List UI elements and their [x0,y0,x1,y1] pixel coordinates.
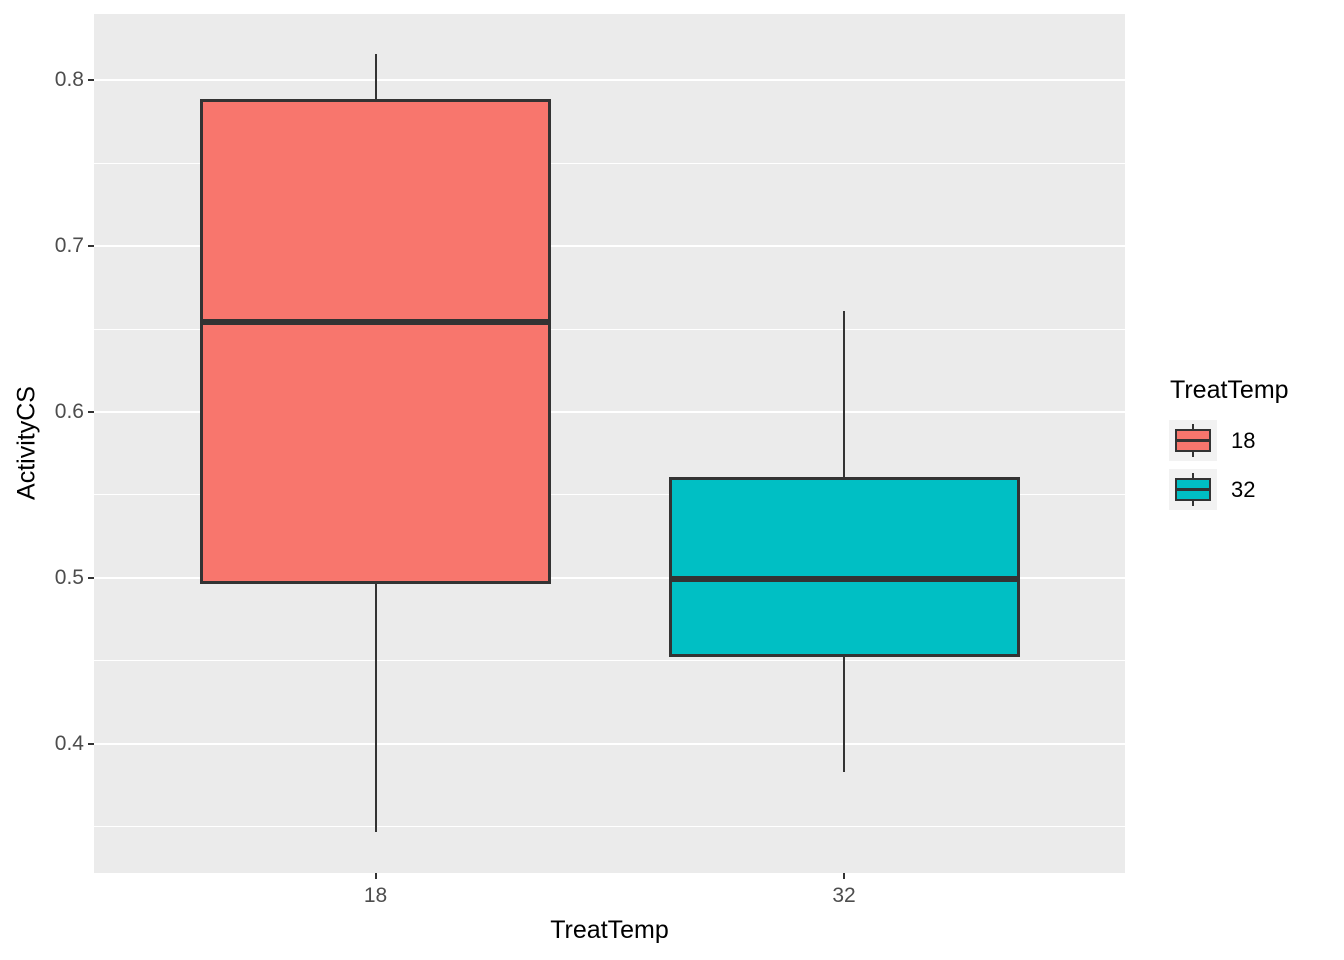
median-line-18 [200,319,551,326]
x-tick-mark [374,873,377,879]
y-tick-label: 0.7 [54,234,84,258]
legend-key-boxplot-icon [1169,469,1217,510]
legend-key-boxplot-icon [1169,420,1217,461]
legend-label: 18 [1231,428,1256,453]
gridline-minor [94,826,1125,828]
gridline-major [94,576,1125,579]
gridline-major [94,410,1125,413]
median-line-32 [668,576,1020,583]
legend-label: 32 [1231,477,1256,502]
legend: TreatTemp 18 32 [1169,376,1289,510]
gridline-minor [94,660,1125,662]
y-tick-mark [88,742,94,745]
y-tick-label: 0.4 [54,731,84,755]
legend-median-line [1175,439,1211,442]
gridline-minor [94,162,1125,164]
y-tick-label: 0.8 [54,68,84,92]
plot-panel [94,14,1125,873]
legend-entries: 18 32 [1169,420,1289,510]
legend-entry-18: 18 [1169,420,1289,461]
x-tick-label: 18 [363,884,388,907]
box-32 [668,476,1020,658]
y-tick-mark [88,245,94,248]
y-tick-mark [88,79,94,82]
gridline-major [94,245,1125,248]
gridline-major [94,742,1125,745]
gridline-minor [94,328,1125,330]
legend-title: TreatTemp [1170,376,1289,404]
x-axis-title: TreatTemp [550,916,669,944]
gridline-major [94,79,1125,82]
y-tick-label: 0.6 [54,399,84,423]
legend-median-line [1175,488,1211,491]
y-tick-label: 0.5 [54,565,84,589]
y-tick-mark [88,576,94,579]
x-tick-label: 32 [832,884,856,907]
y-axis-title: ActivityCS [12,386,41,500]
x-tick-mark [843,873,845,879]
y-tick-mark [88,410,94,413]
box-18 [200,98,551,585]
gridline-minor [94,494,1125,496]
legend-entry-32: 32 [1169,469,1289,510]
